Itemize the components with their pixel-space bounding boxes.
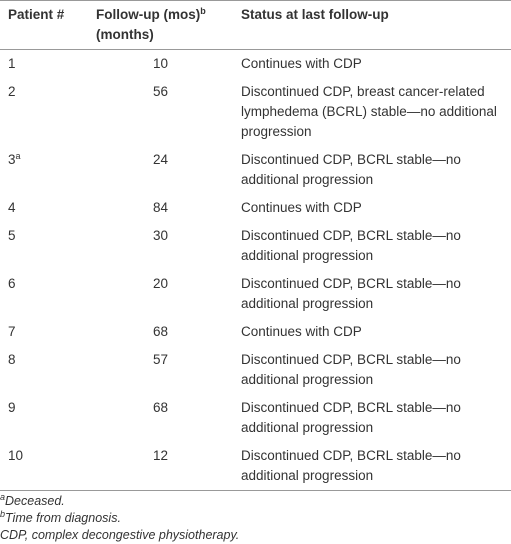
table-header: Patient # Follow-up (mos)b (months) Statu…	[0, 0, 511, 50]
table-body: 1 10 Continues with CDP 2 56 Discontinued CDP…	[0, 50, 511, 491]
follow-up-cell: 68	[88, 394, 233, 442]
status-text: Discontinued CDP, breast cancer-related …	[241, 84, 497, 139]
status-cell: Discontinued CDP, BCRL stable—no additio…	[233, 270, 511, 318]
follow-up-cell: 84	[88, 194, 233, 222]
header-text: Status at last follow-up	[241, 7, 389, 22]
table-row: 7 68 Continues with CDP	[0, 318, 511, 346]
follow-up-cell: 57	[88, 346, 233, 394]
follow-up-value: 57	[152, 352, 169, 367]
follow-up-cell: 12	[88, 442, 233, 491]
footnote-mark: b	[200, 6, 206, 16]
footnote: aDeceased.	[0, 493, 511, 510]
status-cell: Continues with CDP	[233, 194, 511, 222]
status-text: Continues with CDP	[241, 200, 362, 215]
follow-up-value: 24	[152, 152, 169, 167]
patient-cell: 4	[0, 194, 88, 222]
status-text: Discontinued CDP, BCRL stable—no additio…	[241, 448, 461, 483]
table-row: 6 20 Discontinued CDP, BCRL stable—no addi…	[0, 270, 511, 318]
follow-up-value: 84	[152, 200, 169, 215]
header-text: (months)	[96, 27, 154, 42]
patient-cell: 10	[0, 442, 88, 491]
table-row: 9 68 Discontinued CDP, BCRL stable—no addi…	[0, 394, 511, 442]
patient-cell: 9	[0, 394, 88, 442]
header-row: Patient # Follow-up (mos)b (months) Statu…	[0, 0, 511, 50]
status-text: Discontinued CDP, BCRL stable—no additio…	[241, 276, 461, 311]
patient-cell: 3a	[0, 146, 88, 194]
status-cell: Continues with CDP	[233, 318, 511, 346]
header-cell: Patient #	[0, 1, 88, 50]
patient-number: 4	[8, 200, 16, 215]
patient-number: 5	[8, 228, 16, 243]
table-row: 3a 24 Discontinued CDP, BCRL stable—no add…	[0, 146, 511, 194]
patient-cell: 8	[0, 346, 88, 394]
status-cell: Discontinued CDP, BCRL stable—no additio…	[233, 394, 511, 442]
follow-up-cell: 68	[88, 318, 233, 346]
follow-up-cell: 56	[88, 78, 233, 146]
footnotes: aDeceased. bTime from diagnosis. CDP, comp…	[0, 491, 511, 544]
patient-cell: 2	[0, 78, 88, 146]
header-text: Patient #	[8, 7, 65, 22]
patient-cell: 7	[0, 318, 88, 346]
status-text: Continues with CDP	[241, 56, 362, 71]
patient-number: 9	[8, 400, 16, 415]
status-text: Continues with CDP	[241, 324, 362, 339]
status-text: Discontinued CDP, BCRL stable—no additio…	[241, 228, 461, 263]
follow-up-cell: 10	[88, 50, 233, 79]
patient-cell: 5	[0, 222, 88, 270]
follow-up-cell: 20	[88, 270, 233, 318]
follow-up-value: 10	[152, 56, 169, 71]
table-row: 4 84 Continues with CDP	[0, 194, 511, 222]
patient-number: 10	[8, 448, 24, 463]
footnote-mark: b	[0, 509, 6, 519]
follow-up-value: 20	[152, 276, 169, 291]
patient-number: 1	[8, 56, 16, 71]
follow-up-value: 56	[152, 84, 169, 99]
follow-up-value: 68	[152, 324, 169, 339]
status-cell: Discontinued CDP, BCRL stable—no additio…	[233, 442, 511, 491]
follow-up-value: 68	[152, 400, 169, 415]
patient-number: 8	[8, 352, 16, 367]
follow-up-cell: 30	[88, 222, 233, 270]
table-row: 1 10 Continues with CDP	[0, 50, 511, 79]
table-row: 10 12 Discontinued CDP, BCRL stable—no add…	[0, 442, 511, 491]
footnote-mark: a	[0, 492, 6, 502]
patient-number: 6	[8, 276, 16, 291]
table-row: 8 57 Discontinued CDP, BCRL stable—no addi…	[0, 346, 511, 394]
footnote-text: Time from diagnosis.	[5, 511, 121, 525]
status-cell: Discontinued CDP, BCRL stable—no additio…	[233, 146, 511, 194]
header-cell: Follow-up (mos)b (months)	[88, 1, 233, 50]
patient-number: 2	[8, 84, 16, 99]
footnote: CDP, complex decongestive physiotherapy.	[0, 527, 511, 544]
status-cell: Continues with CDP	[233, 50, 511, 79]
status-cell: Discontinued CDP, BCRL stable—no additio…	[233, 222, 511, 270]
status-cell: Discontinued CDP, breast cancer-related …	[233, 78, 511, 146]
follow-up-value: 30	[152, 228, 169, 243]
table-row: 5 30 Discontinued CDP, BCRL stable—no addi…	[0, 222, 511, 270]
footnote: bTime from diagnosis.	[0, 510, 511, 527]
footnote-mark: a	[15, 151, 21, 161]
patient-cell: 1	[0, 50, 88, 79]
footnote-text: Deceased.	[5, 494, 65, 508]
data-table: Patient # Follow-up (mos)b (months) Statu…	[0, 0, 511, 491]
table-row: 2 56 Discontinued CDP, breast cancer-relat…	[0, 78, 511, 146]
patient-number: 7	[8, 324, 16, 339]
status-text: Discontinued CDP, BCRL stable—no additio…	[241, 352, 461, 387]
status-text: Discontinued CDP, BCRL stable—no additio…	[241, 152, 461, 187]
patient-number: 3	[8, 152, 16, 167]
patient-cell: 6	[0, 270, 88, 318]
follow-up-cell: 24	[88, 146, 233, 194]
footnote-text: CDP, complex decongestive physiotherapy.	[0, 528, 240, 542]
status-text: Discontinued CDP, BCRL stable—no additio…	[241, 400, 461, 435]
header-cell: Status at last follow-up	[233, 1, 511, 50]
follow-up-value: 12	[152, 448, 169, 463]
status-cell: Discontinued CDP, BCRL stable—no additio…	[233, 346, 511, 394]
header-text: Follow-up (mos)	[96, 7, 201, 22]
